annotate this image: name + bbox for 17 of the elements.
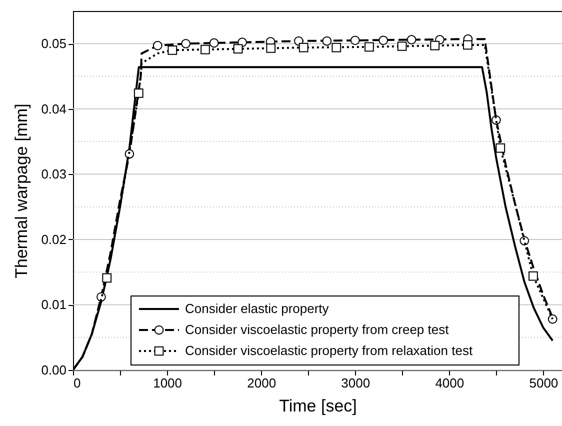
x-tick-label: 5000	[529, 376, 558, 390]
x-tick-label: 4000	[435, 376, 464, 390]
y-tick-label: 0.04	[41, 101, 66, 116]
y-tick-label: 0.00	[41, 362, 66, 378]
legend-label: Consider elastic property	[185, 301, 330, 316]
x-tick-label: 2000	[247, 376, 276, 390]
y-tick-label: 0.01	[41, 297, 66, 312]
legend-label: Consider viscoelastic property from creep test	[185, 322, 450, 337]
y-tick-label: 0.02	[41, 232, 66, 247]
x-tick-label: 3000	[341, 376, 370, 390]
x-axis-title: Time [sec]	[279, 396, 357, 416]
y-tick-label: 0.03	[41, 166, 66, 182]
y-tick-label: 0.05	[41, 36, 66, 52]
x-tick-label: 0	[74, 376, 81, 390]
legend-label: Consider viscoelastic property from relaxation test	[185, 343, 473, 358]
y-axis-title: Thermal warpage [mm]	[12, 104, 32, 278]
x-tick-label: 1000	[153, 376, 182, 390]
